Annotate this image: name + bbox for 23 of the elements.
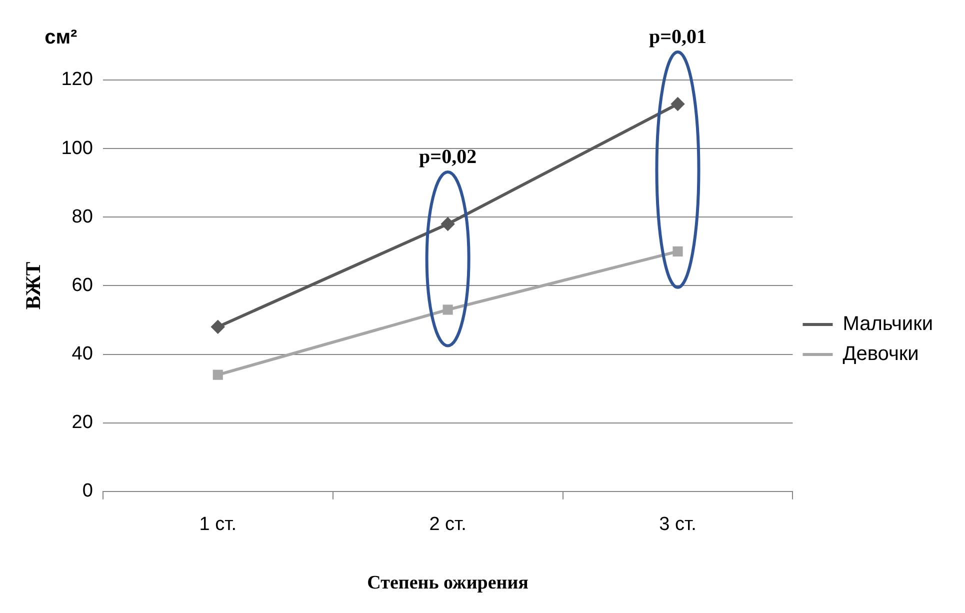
text: p=0,01 (648, 26, 707, 48)
annotation: p=0,02 (419, 146, 477, 168)
legend-label: Мальчики (842, 313, 934, 336)
x-tick-label: 2 ст. (429, 514, 466, 536)
x-tick-label: 1 ст. (199, 514, 236, 536)
y-tick-label: 120 (61, 69, 93, 90)
point (672, 246, 683, 256)
y-tick-label: 80 (72, 206, 93, 228)
point (211, 320, 224, 334)
text: см² (44, 26, 78, 49)
y-tick-label: 0 (82, 480, 93, 502)
y-tick-label: 40 (72, 344, 93, 364)
point (441, 217, 454, 230)
y-tick-label: 100 (61, 138, 93, 159)
point (671, 98, 684, 110)
x-tick-label: 3 ст. (659, 514, 696, 536)
legend-label: Девочки (842, 343, 919, 366)
point (442, 304, 453, 315)
y-axis-title: ВЖТ (21, 262, 46, 310)
point (212, 370, 223, 380)
x-axis-title: Степень ожирения (367, 572, 528, 594)
y-tick-label: 20 (72, 412, 93, 434)
y-tick-label: 60 (72, 274, 93, 296)
